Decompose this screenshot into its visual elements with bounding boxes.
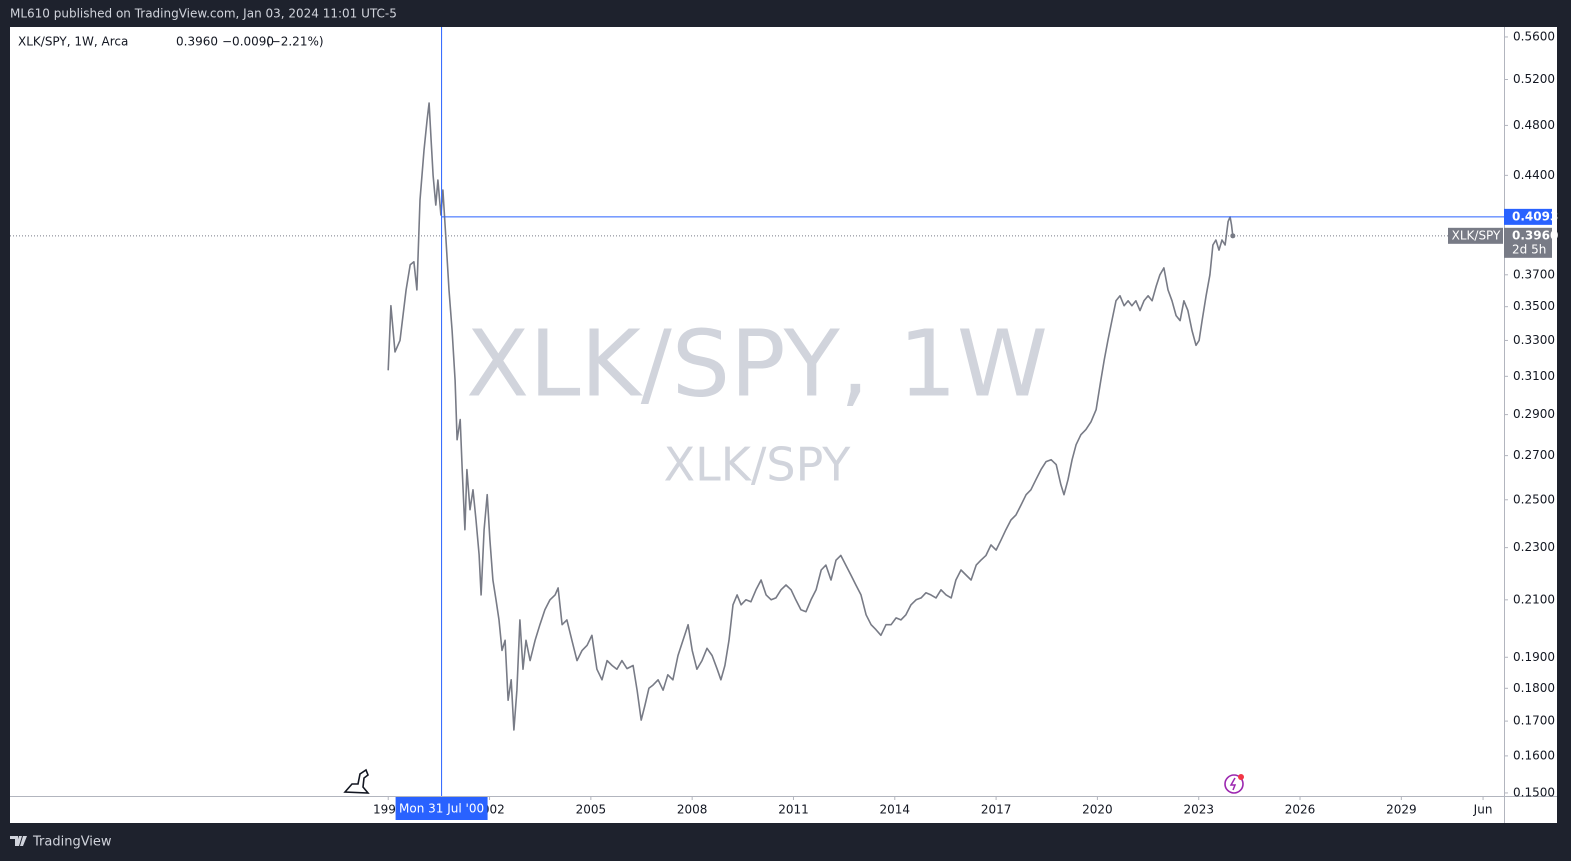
last-price: 0.3960 xyxy=(176,35,218,49)
y-tick-label: 0.5600 xyxy=(1513,29,1555,43)
footer: TradingView xyxy=(10,835,112,850)
crosshair-time-label: Mon 31 Jul '00 xyxy=(399,802,484,816)
x-tick-label: 2008 xyxy=(677,803,708,817)
series-name: XLK/SPY xyxy=(1452,228,1501,242)
y-tick-label: 0.1600 xyxy=(1513,748,1555,762)
price-label: 0.3960 xyxy=(1512,228,1558,242)
x-tick-label: 2011 xyxy=(778,803,809,817)
y-tick-label: 0.5200 xyxy=(1513,72,1555,86)
x-tick-label: 2029 xyxy=(1386,803,1417,817)
y-tick-label: 0.3700 xyxy=(1513,267,1555,281)
x-tick-label: 2020 xyxy=(1082,803,1113,817)
x-tick-label: 2026 xyxy=(1285,803,1316,817)
brand-logo xyxy=(10,836,27,846)
brand: TradingView xyxy=(32,835,112,850)
legend: XLK/SPY, 1W, Arca 0.3960 −0.0090 (−2.21%… xyxy=(18,35,324,49)
x-tick-label: 2017 xyxy=(981,803,1012,817)
crosshair-price-box xyxy=(1504,208,1552,225)
y-tick-label: 0.3300 xyxy=(1513,333,1555,347)
y-tick-label: 0.1900 xyxy=(1513,650,1555,664)
x-tick-label: 2014 xyxy=(880,803,911,817)
countdown: 2d 5h xyxy=(1512,242,1546,256)
y-tick-label: 0.1700 xyxy=(1513,714,1555,728)
header: ML610 published on TradingView.com, Jan … xyxy=(10,7,397,21)
event-icon xyxy=(1224,774,1244,794)
x-tick-label: Jun xyxy=(1473,803,1493,817)
y-tick-label: 0.2300 xyxy=(1513,540,1555,554)
y-tick-label: 0.4400 xyxy=(1513,168,1555,182)
series-line xyxy=(387,102,1234,731)
crosshair-time-box xyxy=(395,797,488,820)
watermark-sub: XLK/SPY xyxy=(664,438,852,492)
price-box xyxy=(1504,227,1552,258)
y-tick-label: 0.2700 xyxy=(1513,448,1555,462)
series-name-box xyxy=(1448,227,1503,244)
crosshair-price-label: 0.4093 xyxy=(1512,209,1558,223)
symbol-info: XLK/SPY, 1W, Arca xyxy=(18,35,128,49)
y-tick-label: 0.2500 xyxy=(1513,492,1555,506)
y-tick-label: 0.1500 xyxy=(1513,785,1555,799)
change: −0.0090 xyxy=(222,35,274,49)
y-tick-label: 0.3100 xyxy=(1513,369,1555,383)
x-tick-label: 2023 xyxy=(1183,803,1214,817)
chart-area xyxy=(10,27,1557,823)
y-tick-label: 0.2100 xyxy=(1513,592,1555,606)
x-tick-label: 2005 xyxy=(576,803,607,817)
change-percent: (−2.21%) xyxy=(266,35,324,49)
y-tick-label: 0.2900 xyxy=(1513,407,1555,421)
last-point xyxy=(1230,233,1236,239)
y-tick-label: 0.3500 xyxy=(1513,299,1555,313)
y-tick-label: 0.4800 xyxy=(1513,118,1555,132)
dino-icon xyxy=(343,768,370,794)
watermark-title: XLK/SPY, 1W xyxy=(466,310,1048,417)
y-tick-label: 0.1800 xyxy=(1513,681,1555,695)
watermark: XLK/SPY, 1W XLK/SPY xyxy=(466,310,1048,491)
